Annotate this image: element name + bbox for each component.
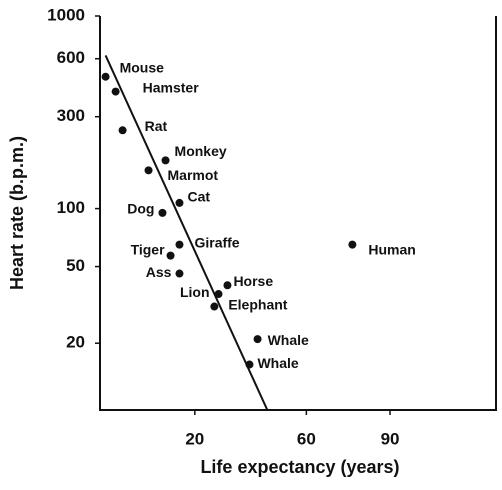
point-label: Elephant: [228, 296, 287, 312]
data-point: [175, 198, 184, 207]
point-label: Tiger: [131, 241, 166, 257]
data-point: [144, 166, 153, 175]
point-label: Lion: [180, 284, 210, 300]
x-axis-title: Life expectancy (years): [200, 457, 399, 477]
data-point: [158, 208, 167, 217]
data-point: [166, 251, 175, 260]
data-point: [161, 156, 170, 165]
trend-line: [104, 55, 269, 411]
point-label: Giraffe: [194, 234, 239, 250]
point-label: Cat: [187, 189, 210, 205]
point-label: Human: [368, 241, 415, 257]
data-point: [111, 87, 120, 96]
data-point: [175, 269, 184, 278]
data-point: [210, 302, 219, 311]
x-tick-label: 90: [381, 429, 400, 448]
data-point: [223, 281, 232, 290]
y-tick-label: 600: [57, 48, 85, 67]
y-tick-label: 100: [57, 198, 85, 217]
y-tick-label: 20: [66, 333, 85, 352]
data-point: [101, 72, 110, 81]
point-label: Horse: [233, 273, 273, 289]
y-tick-label: 300: [57, 106, 85, 125]
data-point: [118, 126, 127, 135]
point-label: Hamster: [143, 79, 200, 95]
data-point: [348, 240, 357, 249]
point-label: Mouse: [120, 59, 165, 75]
axis-frame: [99, 16, 497, 411]
data-point: [253, 335, 262, 344]
y-tick-label: 1000: [47, 5, 85, 24]
x-tick-label: 20: [185, 429, 204, 448]
data-point: [175, 240, 184, 249]
point-label: Whale: [268, 332, 309, 348]
point-label: Dog: [127, 201, 154, 217]
y-tick-label: 50: [66, 256, 85, 275]
point-label: Monkey: [175, 143, 227, 159]
point-label: Whale: [257, 355, 298, 371]
point-label: Rat: [145, 118, 168, 134]
x-tick-label: 60: [297, 429, 316, 448]
y-axis-title: Heart rate (b.p.m.): [7, 136, 27, 290]
data-point: [214, 290, 223, 299]
point-label: Marmot: [168, 167, 219, 183]
data-point: [245, 360, 254, 369]
point-label: Ass: [146, 264, 172, 280]
